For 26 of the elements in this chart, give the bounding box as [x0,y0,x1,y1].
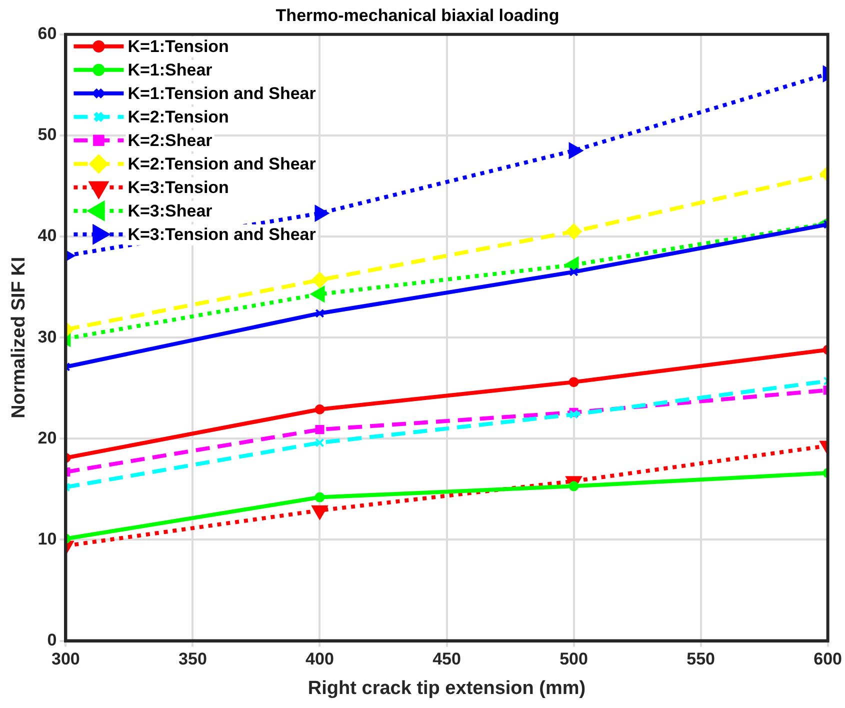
legend-label: K=1:Tension and Shear [128,84,316,104]
x-tick-label: 550 [686,650,715,669]
legend-label: K=2:Shear [128,131,213,150]
y-tick-label: 50 [38,125,57,144]
x-tick-label: 600 [814,650,842,669]
y-tick-label: 60 [38,24,57,44]
x-tick-label: 450 [432,650,461,669]
y-axis-title: Normalized SIF KI [8,256,30,418]
y-tick-label: 30 [38,327,57,346]
x-tick-label: 350 [178,650,207,669]
y-tick-label: 10 [38,529,57,548]
x-axis-title: Right crack tip extension (mm) [308,678,586,699]
legend-label: K=3:Tension [128,178,229,198]
chart-title: Thermo-mechanical biaxial loading [276,6,560,25]
legend-label: K=1:Tension [128,37,229,56]
legend-label: K=2:Tension [128,108,229,127]
y-tick-label: 20 [38,428,57,448]
x-tick-label: 300 [52,650,80,669]
legend-label: K=3:Tension and Shear [128,225,316,244]
legend-label: K=3:Shear [128,202,213,221]
x-tick-label: 500 [560,650,588,669]
y-tick-label: 0 [47,630,57,650]
legend-label: K=2:Tension and Shear [128,154,316,174]
x-tick-label: 400 [306,650,334,669]
y-tick-label: 40 [38,226,57,246]
legend-label: K=1:Shear [128,60,213,80]
